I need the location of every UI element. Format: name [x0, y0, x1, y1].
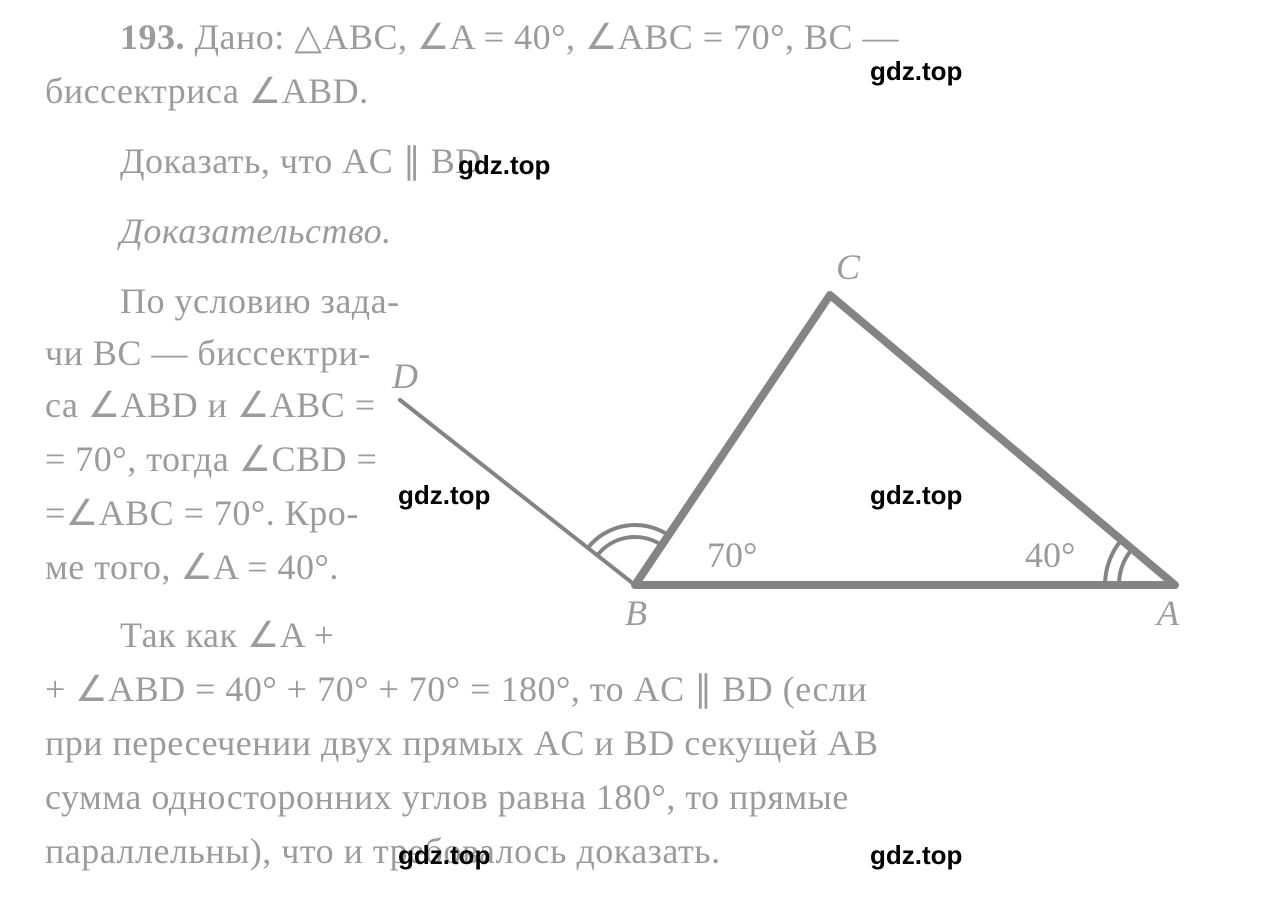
label-angle-b: 70°: [707, 535, 757, 575]
label-a: A: [1155, 593, 1180, 633]
label-d: D: [391, 356, 418, 396]
label-b: B: [625, 593, 647, 633]
label-angle-a: 40°: [1025, 535, 1075, 575]
ray-bd: [400, 400, 635, 585]
triangle-figure: C D B A 70° 40°: [0, 0, 1276, 898]
label-c: C: [836, 247, 861, 287]
angle-a-arc-inner: [1119, 549, 1132, 585]
page-root: { "text": { "line1_num": "193.", "line1_…: [0, 0, 1276, 898]
